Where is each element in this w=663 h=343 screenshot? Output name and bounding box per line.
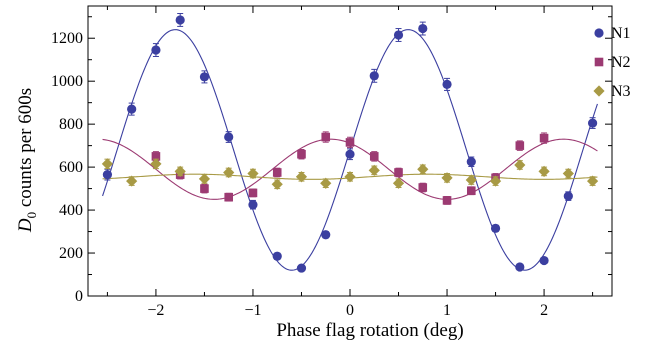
data-point-n3 <box>247 167 259 180</box>
y-axis-label-main: D <box>15 218 36 233</box>
data-point-n3 <box>417 163 429 175</box>
legend-marker-n2 <box>594 57 604 67</box>
data-point-n3 <box>514 159 526 171</box>
x-tick-label: −1 <box>244 302 261 319</box>
data-point-n1 <box>466 157 476 167</box>
data-point-n1 <box>515 262 525 272</box>
data-point-n2 <box>248 188 258 198</box>
data-point-n2 <box>539 133 549 143</box>
data-point-n1 <box>539 255 549 266</box>
y-axis-label-sub: 0 <box>24 212 39 219</box>
x-tick-label: 2 <box>540 302 548 319</box>
data-point-n1 <box>102 170 113 180</box>
data-point-n3 <box>126 175 138 187</box>
data-point-n2 <box>369 152 379 161</box>
data-point-n2 <box>442 196 452 205</box>
data-point-n3 <box>223 166 235 179</box>
data-point-n3 <box>489 175 502 187</box>
data-point-n3 <box>174 165 186 178</box>
legend-item-n2[interactable]: N2 <box>594 54 631 71</box>
data-point-n3 <box>441 172 453 184</box>
data-points <box>101 13 599 273</box>
data-point-n1 <box>272 251 282 261</box>
data-point-n3 <box>586 175 599 187</box>
data-point-n3 <box>101 158 114 170</box>
data-point-n3 <box>198 173 211 185</box>
data-point-n1 <box>490 223 501 233</box>
legend-marker-n1 <box>594 28 604 38</box>
data-point-n3 <box>344 171 356 183</box>
data-point-n1 <box>442 79 452 90</box>
data-point-n3 <box>562 167 574 180</box>
data-point-n3 <box>295 171 308 183</box>
legend-marker-n3 <box>593 85 605 97</box>
legend[interactable]: N1 N2 N3 <box>593 25 631 100</box>
x-tick-label: 1 <box>443 302 451 319</box>
legend-item-n1[interactable]: N1 <box>594 25 631 42</box>
data-point-n3 <box>150 158 162 170</box>
data-point-n3 <box>320 177 332 189</box>
y-axis-label: D0 counts per 600s <box>15 88 39 233</box>
data-point-n1 <box>587 118 598 128</box>
data-point-n2 <box>394 168 403 177</box>
legend-label-n2: N2 <box>611 54 631 71</box>
x-tick-label: −2 <box>147 302 164 319</box>
data-point-n1 <box>369 71 379 81</box>
y-tick-label: 600 <box>59 159 83 176</box>
y-tick-label: 1200 <box>51 30 83 47</box>
y-tick-label: 400 <box>59 202 83 219</box>
legend-item-n3[interactable]: N3 <box>593 83 631 100</box>
data-point-n2 <box>418 183 428 192</box>
data-point-n3 <box>271 178 283 190</box>
data-point-n1 <box>563 191 573 201</box>
legend-label-n3: N3 <box>611 83 631 100</box>
data-point-n2 <box>151 152 161 161</box>
data-point-n1 <box>151 45 161 55</box>
data-point-n2 <box>321 132 331 142</box>
data-point-n1 <box>321 230 331 240</box>
y-tick-label: 200 <box>59 245 83 262</box>
legend-label-n1: N1 <box>611 25 631 42</box>
data-point-n1 <box>199 72 210 82</box>
data-point-n1 <box>175 15 185 25</box>
data-point-n1 <box>127 104 137 114</box>
data-point-n1 <box>393 30 404 40</box>
axes: −2 −1 0 1 2 0 200 400 600 800 1000 1200 <box>51 6 612 319</box>
data-point-n2 <box>345 138 355 147</box>
data-point-n2 <box>272 168 282 177</box>
x-tick-label: 0 <box>346 302 354 319</box>
y-tick-label: 800 <box>59 116 83 133</box>
y-tick-label: 1000 <box>51 73 83 90</box>
data-point-n3 <box>368 164 380 176</box>
y-tick-label: 0 <box>75 288 83 305</box>
data-point-n1 <box>418 23 428 34</box>
data-point-n2 <box>297 149 306 159</box>
data-point-n1 <box>296 263 307 273</box>
data-point-n2 <box>515 141 525 150</box>
data-point-n3 <box>465 174 477 186</box>
data-point-n2 <box>466 186 476 196</box>
data-point-n3 <box>392 177 405 189</box>
data-point-n2 <box>224 192 234 202</box>
data-point-n1 <box>224 132 234 142</box>
data-point-n1 <box>345 149 355 159</box>
data-point-n1 <box>248 200 258 210</box>
data-point-n3 <box>538 165 550 178</box>
data-point-n2 <box>200 184 209 193</box>
x-axis-label: Phase flag rotation (deg) <box>276 320 463 341</box>
y-axis-label-rest: counts per 600s <box>15 88 36 212</box>
